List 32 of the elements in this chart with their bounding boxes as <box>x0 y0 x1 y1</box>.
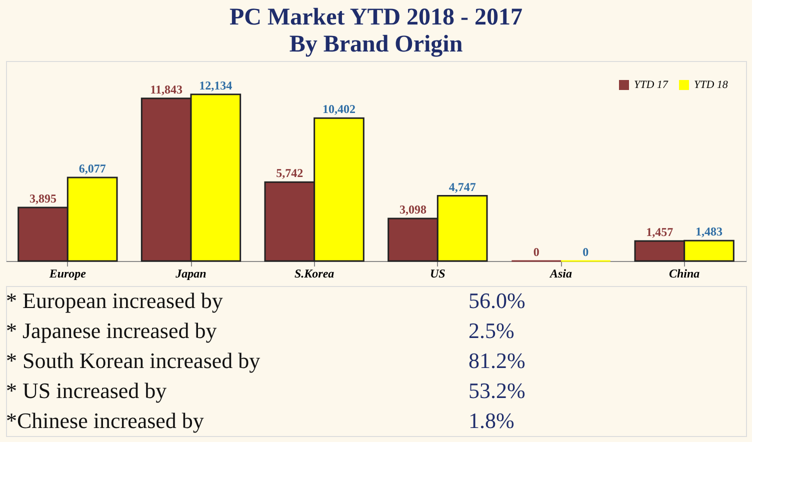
data-label: 0 <box>533 245 540 259</box>
data-label: 3,098 <box>400 202 426 216</box>
text: 53.2% <box>468 378 526 403</box>
chart-title: PC Market YTD 2018 - 2017 <box>229 4 523 30</box>
x-tick-label: Japan <box>174 266 207 280</box>
data-label: 6,077 <box>78 162 106 176</box>
data-label: 0 <box>582 245 589 259</box>
text: 2.5% <box>468 318 514 343</box>
data-label: 12,134 <box>199 78 232 92</box>
text: * Japanese increased by <box>6 318 217 343</box>
text: 1.8% <box>468 408 514 433</box>
data-label: 11,843 <box>150 82 183 96</box>
text: 56.0% <box>468 288 526 313</box>
chart-subtitle: By Brand Origin <box>289 32 463 58</box>
text: 81.2% <box>468 348 526 373</box>
data-label: 3,895 <box>30 192 56 206</box>
x-tick-label: Europe <box>48 266 87 280</box>
data-label: 1,457 <box>646 224 674 239</box>
text: * US increased by <box>6 378 167 403</box>
text: * European increased by <box>6 288 223 313</box>
data-label: 10,402 <box>322 102 356 116</box>
data-label: 4,747 <box>448 180 476 194</box>
data-label: 5,742 <box>276 166 304 180</box>
text: * South Korean increased by <box>6 348 260 373</box>
text: *Chinese increased by <box>6 408 204 433</box>
data-label: 1,483 <box>696 224 722 239</box>
legend-label: YTD 18 <box>694 79 728 91</box>
x-tick-label: Asia <box>548 266 572 280</box>
x-tick-label: US <box>430 266 446 280</box>
x-tick-label: China <box>668 266 700 280</box>
x-tick-label: S.Korea <box>294 266 334 280</box>
legend-label: YTD 17 <box>634 79 668 91</box>
